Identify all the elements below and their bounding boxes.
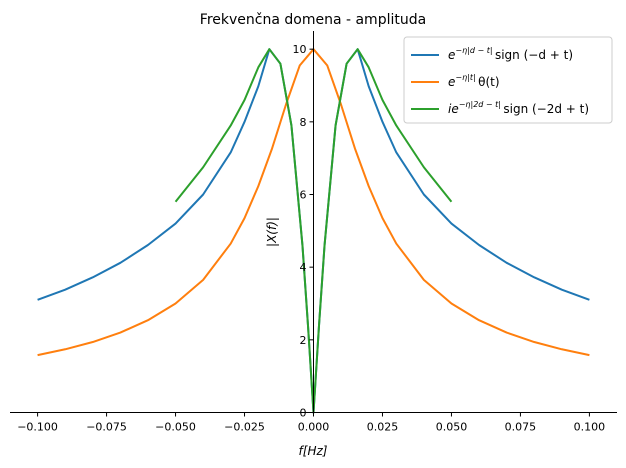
legend-label-2: e−η|t| θ(t): [448, 73, 500, 89]
x-ticks: −0.100 −0.075 −0.050 −0.025 0.000 0.025 0.050 0…: [17, 412, 606, 434]
x-tick-label: −0.050: [155, 421, 196, 434]
x-tick-label: 0.000: [298, 421, 330, 434]
legend-label-1: e−η|d − t| sign (−d + t): [448, 46, 573, 62]
x-tick-label: 0.050: [436, 421, 468, 434]
y-tick-label: 8: [300, 116, 307, 129]
y-tick-label: 4: [300, 261, 307, 274]
y-tick-label: 2: [300, 334, 307, 347]
x-axis-label: f[Hz]: [299, 444, 328, 458]
legend-label-3: ie−η|2d − t| sign (−2d + t): [448, 100, 589, 116]
y-axis-label: |X(f)|: [265, 217, 279, 247]
legend: e−η|d − t| sign (−d + t) e−η|t| θ(t) ie−η|…: [403, 36, 613, 124]
y-tick-label: 6: [300, 189, 307, 202]
y-ticks: 0 2 4 6 8 10: [293, 43, 314, 420]
x-tick-label: −0.100: [17, 421, 58, 434]
plot-area: −0.100 −0.075 −0.050 −0.025 0.000 0.025 0.050 0…: [10, 31, 617, 434]
x-tick-label: −0.075: [86, 421, 127, 434]
x-tick-label: 0.075: [505, 421, 537, 434]
x-tick-label: 0.025: [367, 421, 399, 434]
x-tick-label: 0.100: [574, 421, 606, 434]
y-tick-label: 10: [293, 43, 307, 56]
y-tick-label: 0: [300, 407, 307, 420]
x-tick-label: −0.025: [224, 421, 265, 434]
chart-title: Frekvenčna domena - amplituda: [200, 12, 426, 28]
legend-box: [403, 36, 613, 124]
